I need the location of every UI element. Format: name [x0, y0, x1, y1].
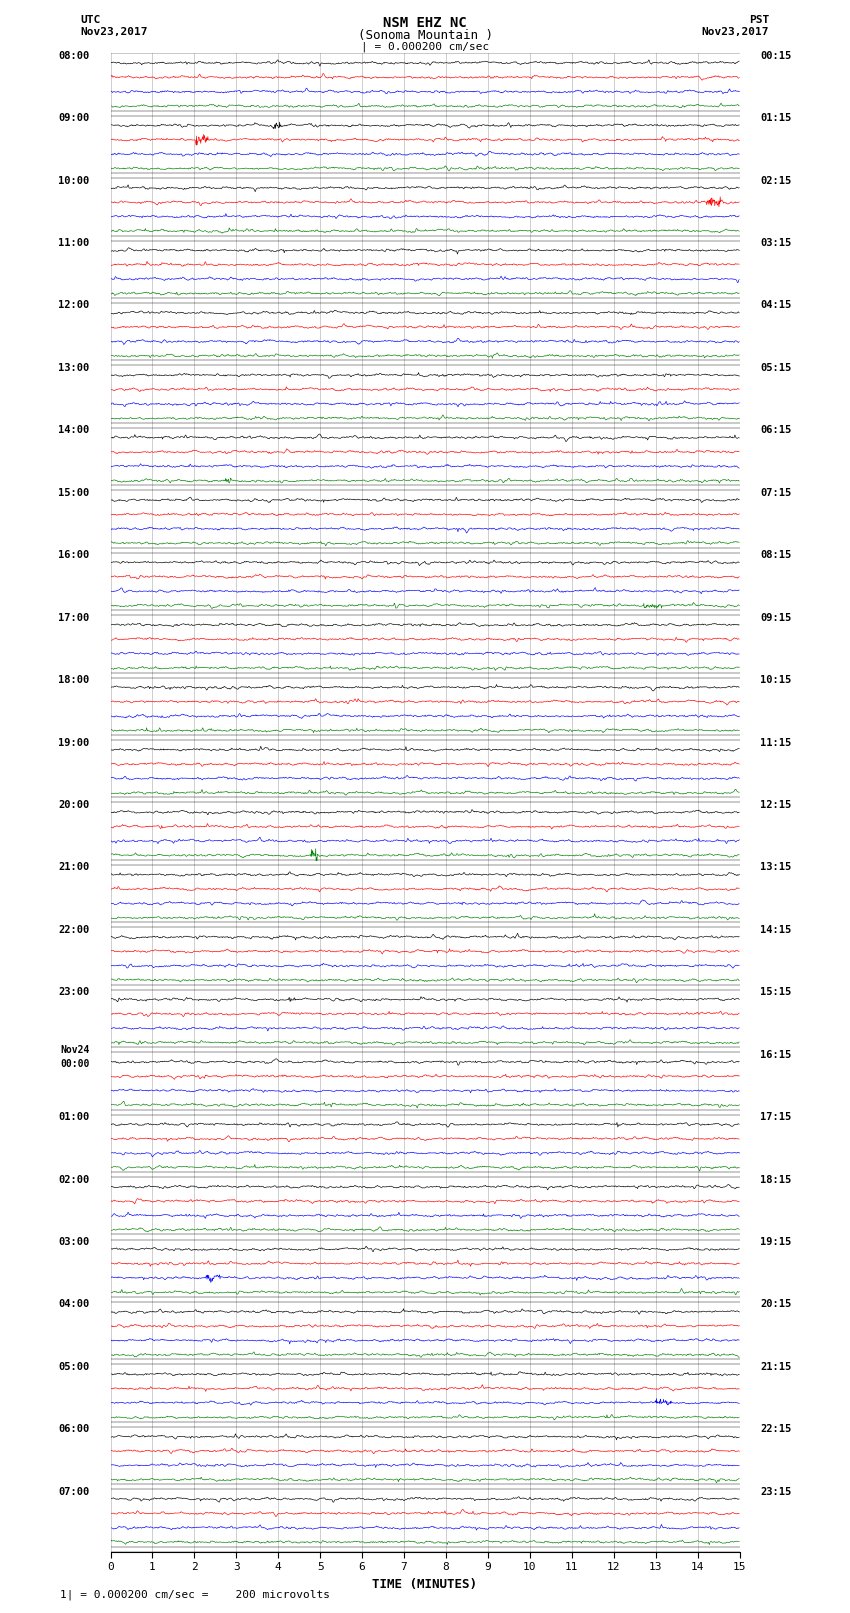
Text: 01:00: 01:00	[59, 1111, 89, 1123]
Text: | = 0.000200 cm/sec: | = 0.000200 cm/sec	[361, 42, 489, 53]
Text: 16:15: 16:15	[761, 1050, 791, 1060]
Text: Nov24: Nov24	[60, 1045, 89, 1055]
Text: 21:15: 21:15	[761, 1361, 791, 1373]
Text: 07:00: 07:00	[59, 1487, 89, 1497]
Text: 14:00: 14:00	[59, 426, 89, 436]
Text: 19:00: 19:00	[59, 737, 89, 747]
Text: 08:00: 08:00	[59, 50, 89, 61]
Text: 02:00: 02:00	[59, 1174, 89, 1184]
Text: 20:00: 20:00	[59, 800, 89, 810]
Text: 21:00: 21:00	[59, 863, 89, 873]
Text: 04:15: 04:15	[761, 300, 791, 310]
Text: 05:00: 05:00	[59, 1361, 89, 1373]
Text: 00:15: 00:15	[761, 50, 791, 61]
Text: 05:15: 05:15	[761, 363, 791, 373]
Text: 18:15: 18:15	[761, 1174, 791, 1184]
Text: 17:15: 17:15	[761, 1111, 791, 1123]
Text: 13:15: 13:15	[761, 863, 791, 873]
Text: 15:00: 15:00	[59, 487, 89, 498]
Text: 06:15: 06:15	[761, 426, 791, 436]
Text: 03:15: 03:15	[761, 239, 791, 248]
Text: 16:00: 16:00	[59, 550, 89, 560]
Text: 08:15: 08:15	[761, 550, 791, 560]
Text: 04:00: 04:00	[59, 1300, 89, 1310]
Text: 14:15: 14:15	[761, 924, 791, 936]
Text: 22:15: 22:15	[761, 1424, 791, 1434]
Text: 01:15: 01:15	[761, 113, 791, 123]
Text: 23:00: 23:00	[59, 987, 89, 997]
Text: Nov23,2017: Nov23,2017	[702, 27, 769, 37]
Text: 09:15: 09:15	[761, 613, 791, 623]
Text: (Sonoma Mountain ): (Sonoma Mountain )	[358, 29, 492, 42]
Text: 07:15: 07:15	[761, 487, 791, 498]
Text: Nov23,2017: Nov23,2017	[81, 27, 148, 37]
Text: 20:15: 20:15	[761, 1300, 791, 1310]
Text: 13:00: 13:00	[59, 363, 89, 373]
Text: NSM EHZ NC: NSM EHZ NC	[383, 16, 467, 31]
Text: 03:00: 03:00	[59, 1237, 89, 1247]
Text: 11:15: 11:15	[761, 737, 791, 747]
Text: 12:15: 12:15	[761, 800, 791, 810]
Text: 18:00: 18:00	[59, 676, 89, 686]
Text: 02:15: 02:15	[761, 176, 791, 185]
Text: 23:15: 23:15	[761, 1487, 791, 1497]
Text: 17:00: 17:00	[59, 613, 89, 623]
X-axis label: TIME (MINUTES): TIME (MINUTES)	[372, 1578, 478, 1590]
Text: UTC: UTC	[81, 15, 101, 24]
Text: 00:00: 00:00	[60, 1060, 89, 1069]
Text: 12:00: 12:00	[59, 300, 89, 310]
Text: 11:00: 11:00	[59, 239, 89, 248]
Text: PST: PST	[749, 15, 769, 24]
Text: 06:00: 06:00	[59, 1424, 89, 1434]
Text: 10:15: 10:15	[761, 676, 791, 686]
Text: 22:00: 22:00	[59, 924, 89, 936]
Text: 19:15: 19:15	[761, 1237, 791, 1247]
Text: 10:00: 10:00	[59, 176, 89, 185]
Text: 1| = 0.000200 cm/sec =    200 microvolts: 1| = 0.000200 cm/sec = 200 microvolts	[60, 1589, 330, 1600]
Text: 15:15: 15:15	[761, 987, 791, 997]
Text: 09:00: 09:00	[59, 113, 89, 123]
